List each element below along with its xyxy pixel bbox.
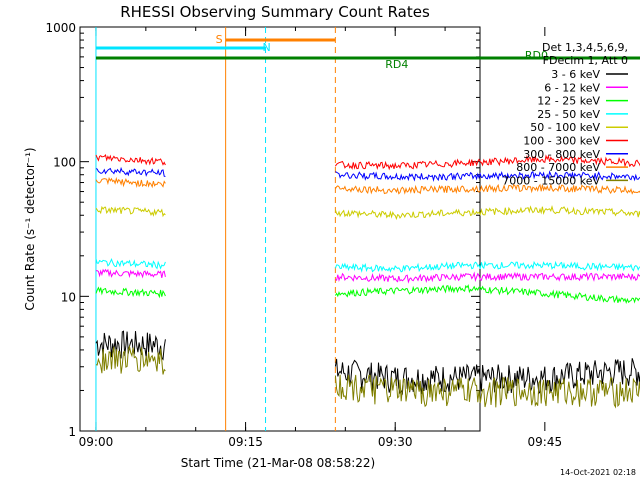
series-line-7: [334, 182, 640, 195]
chart-title: RHESSI Observing Summary Count Rates: [120, 3, 430, 21]
series-line-7: [95, 176, 166, 189]
x-tick-label: 09:00: [79, 435, 114, 449]
series-line-8: [95, 344, 166, 375]
y-tick-label: 100: [53, 156, 76, 170]
x-tick-label: 09:15: [228, 435, 263, 449]
series-line-4: [334, 205, 640, 221]
flag-label: RD0: [525, 49, 548, 62]
x-axis-label: Start Time (21-Mar-08 08:58:22): [181, 456, 375, 470]
series-line-6: [95, 166, 166, 177]
legend-label-7: 800 - 7000 keV: [516, 161, 600, 174]
series-line-3: [334, 260, 640, 273]
series-line-1: [95, 268, 166, 279]
series-line-0: [334, 358, 640, 396]
series-line-3: [95, 258, 166, 270]
legend-label-3: 25 - 50 keV: [537, 108, 600, 121]
y-tick-label: 1: [68, 425, 76, 439]
x-tick-label: 09:30: [378, 435, 413, 449]
series-line-8: [334, 374, 640, 409]
timestamp: 14-Oct-2021 02:18: [560, 468, 636, 477]
series-line-2: [95, 286, 166, 299]
flag-label: RD4: [385, 58, 408, 71]
y-tick-label: 1000: [45, 21, 76, 35]
series-line-5: [95, 153, 166, 166]
flag-label: S: [216, 33, 223, 46]
legend-label-2: 12 - 25 keV: [537, 95, 600, 108]
legend-label-1: 6 - 12 keV: [544, 81, 600, 94]
legend-header-line-2: FDecim 1, Att 0: [543, 54, 628, 67]
legend-label-6: 300 - 800 keV: [523, 148, 600, 161]
series-line-2: [334, 284, 640, 304]
legend-header-line-1: Det 1,3,4,5,6,9,: [542, 41, 628, 54]
plot-frame: [79, 26, 481, 432]
series-line-0: [95, 330, 166, 361]
y-axis-label: Count Rate (s⁻¹ detector⁻¹): [23, 147, 37, 310]
series-line-4: [95, 205, 166, 218]
legend-label-5: 100 - 300 keV: [523, 135, 600, 148]
flag-label: N: [263, 41, 271, 54]
series-line-5: [334, 154, 640, 171]
series-line-6: [335, 170, 640, 182]
legend-label-0: 3 - 6 keV: [551, 68, 600, 81]
series-line-1: [335, 271, 640, 284]
legend-label-8: 7000 - 15000 keV: [502, 174, 600, 187]
x-tick-label: 09:45: [528, 435, 563, 449]
legend-label-4: 50 - 100 keV: [530, 121, 600, 134]
y-tick-label: 10: [61, 290, 76, 304]
